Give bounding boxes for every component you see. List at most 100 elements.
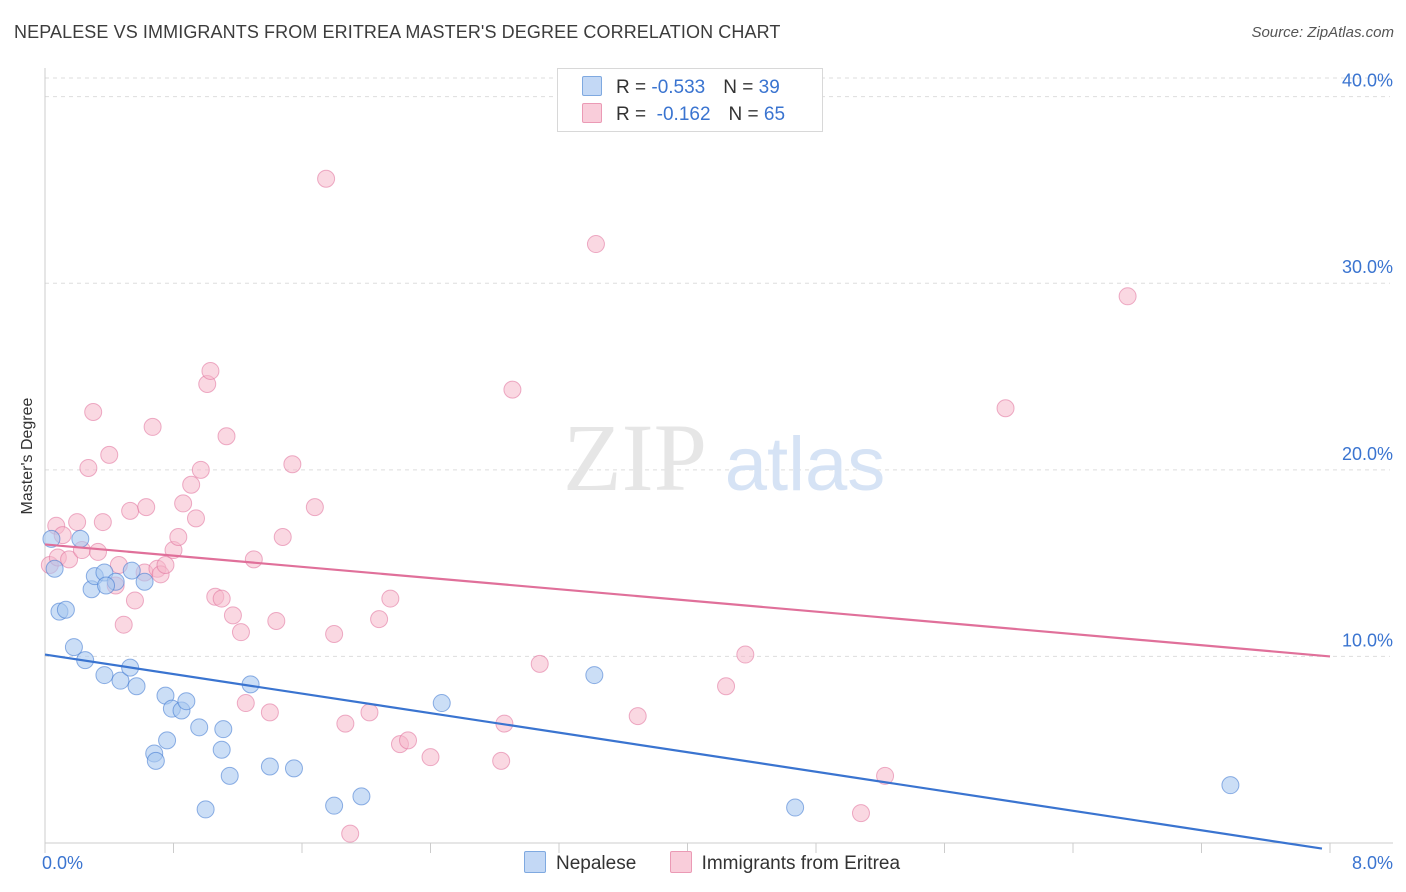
data-point-eritrea: [191, 460, 210, 479]
data-point-eritrea: [100, 445, 119, 464]
legend-n-value: 39: [758, 77, 780, 98]
data-point-nepalese: [135, 572, 154, 591]
data-point-nepalese: [158, 731, 177, 750]
data-point-eritrea: [399, 731, 418, 750]
legend-item-eritrea: Immigrants from Eritrea: [669, 851, 901, 875]
legend-label-eritrea: Immigrants from Eritrea: [701, 853, 901, 874]
data-point-eritrea: [260, 703, 279, 722]
series-nepalese-points: [42, 529, 1240, 819]
data-point-eritrea: [370, 610, 389, 629]
data-point-nepalese: [284, 759, 303, 778]
watermark: ZIP atlas: [563, 404, 885, 511]
data-point-eritrea: [305, 498, 324, 517]
data-point-eritrea: [125, 591, 144, 610]
legend-swatch-blue: [582, 76, 602, 96]
gridlines: [45, 77, 1390, 657]
data-point-nepalese: [585, 666, 604, 685]
data-point-eritrea: [717, 677, 736, 696]
legend-row-nepalese: R = -0.533 N = 39: [582, 76, 780, 98]
data-point-nepalese: [214, 720, 233, 739]
legend-label-nepalese: Nepalese: [556, 853, 637, 874]
data-point-eritrea: [273, 528, 292, 546]
x-tick-label: 8.0%: [1352, 853, 1393, 873]
data-point-eritrea: [60, 550, 79, 569]
y-tick-label: 40.0%: [1342, 71, 1393, 91]
data-point-eritrea: [84, 402, 103, 421]
data-point-eritrea: [876, 766, 895, 785]
data-point-nepalese: [260, 757, 279, 776]
data-point-nepalese: [220, 766, 239, 785]
data-point-nepalese: [95, 666, 114, 685]
watermark-zip: ZIP: [563, 404, 707, 511]
data-point-nepalese: [212, 740, 231, 759]
y-tick-label: 20.0%: [1342, 444, 1393, 464]
data-point-eritrea: [492, 751, 511, 770]
data-point-nepalese: [177, 692, 196, 711]
x-tick-label: 0.0%: [42, 853, 83, 873]
data-point-nepalese: [432, 694, 451, 713]
data-point-nepalese: [352, 787, 371, 806]
y-tick-label: 30.0%: [1342, 257, 1393, 277]
data-point-nepalese: [1221, 776, 1240, 795]
data-point-eritrea: [137, 498, 156, 517]
data-point-eritrea: [421, 748, 440, 767]
data-point-nepalese: [196, 800, 215, 819]
data-point-eritrea: [530, 654, 549, 673]
y-axis-label: Master's Degree: [19, 397, 36, 515]
data-point-eritrea: [381, 589, 400, 608]
chart-title: NEPALESE VS IMMIGRANTS FROM ERITREA MAST…: [14, 22, 781, 42]
data-point-eritrea: [325, 625, 344, 644]
data-point-nepalese: [45, 559, 64, 578]
legend-n-label: N =: [723, 77, 759, 98]
data-point-nepalese: [190, 718, 209, 737]
legend-swatch-blue: [524, 851, 546, 873]
data-point-eritrea: [201, 361, 220, 380]
data-point-eritrea: [736, 645, 755, 664]
data-point-nepalese: [786, 798, 805, 817]
data-point-nepalese: [325, 796, 344, 815]
data-point-eritrea: [231, 623, 250, 642]
data-point-nepalese: [122, 561, 141, 580]
data-point-eritrea: [174, 494, 193, 513]
data-point-eritrea: [217, 427, 236, 446]
data-point-eritrea: [68, 513, 87, 532]
data-point-eritrea: [182, 475, 201, 494]
data-point-eritrea: [283, 455, 302, 474]
data-point-eritrea: [360, 703, 379, 722]
data-point-eritrea: [186, 509, 205, 528]
data-point-nepalese: [64, 638, 83, 657]
data-point-eritrea: [79, 458, 98, 477]
data-point-eritrea: [223, 606, 242, 625]
data-point-eritrea: [169, 528, 188, 546]
data-point-eritrea: [341, 824, 360, 843]
data-point-eritrea: [89, 542, 108, 561]
data-point-nepalese: [146, 751, 165, 770]
legend-r-value: -0.533: [651, 77, 706, 98]
data-point-eritrea: [114, 615, 133, 634]
data-point-nepalese: [127, 677, 146, 696]
data-point-eritrea: [586, 235, 605, 254]
data-point-eritrea: [143, 417, 162, 436]
tick-labels: 10.0% 20.0% 30.0% 40.0% 0.0% 8.0%: [42, 71, 1393, 873]
trend-line-nepalese: [44, 653, 1323, 850]
legend-swatch-pink: [669, 851, 692, 873]
series-legend: Nepalese Immigrants from Eritrea: [524, 851, 928, 875]
legend-n-label: N =: [728, 104, 764, 125]
legend-item-nepalese: Nepalese: [524, 851, 636, 875]
correlation-legend: R = -0.533 N = 39 R = -0.162 N = 65: [557, 68, 823, 132]
trend-line-eritrea: [44, 543, 1331, 658]
axes: [44, 68, 1393, 853]
data-point-nepalese: [42, 529, 61, 548]
data-point-eritrea: [503, 380, 522, 399]
data-point-eritrea: [212, 589, 231, 608]
data-point-eritrea: [628, 707, 647, 726]
legend-n-value: 65: [763, 104, 786, 125]
watermark-atlas: atlas: [725, 422, 886, 507]
data-point-eritrea: [336, 714, 355, 733]
data-point-eritrea: [317, 169, 336, 188]
legend-row-eritrea: R = -0.162 N = 65: [582, 103, 785, 125]
legend-swatch-pink: [582, 103, 602, 123]
source-credit: Source: ZipAtlas.com: [1251, 24, 1394, 41]
data-point-eritrea: [851, 804, 870, 823]
